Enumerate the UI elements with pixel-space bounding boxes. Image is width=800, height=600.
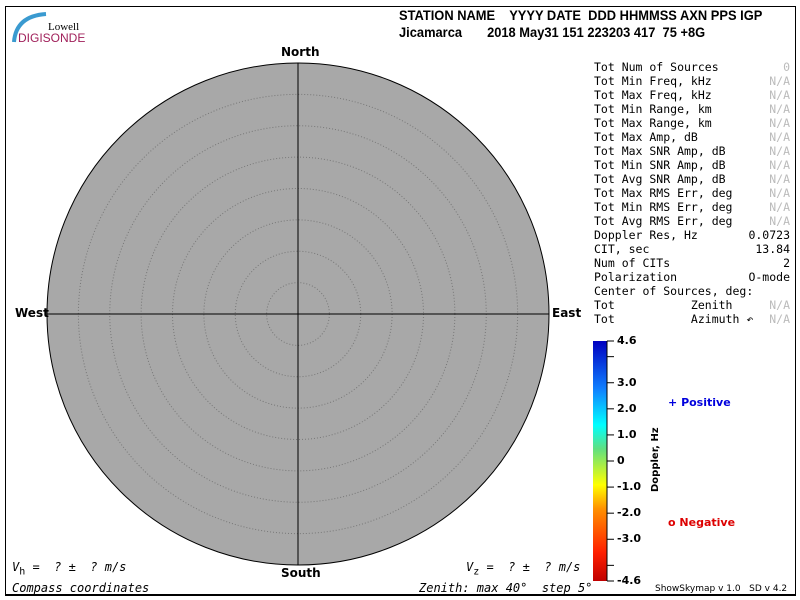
stat-row: Polarization O-mode xyxy=(594,270,790,284)
digisonde-logo xyxy=(12,12,47,43)
coordinate-system: Compass coordinates xyxy=(12,581,150,595)
colorbar-tick-label: -4.6 xyxy=(617,574,642,587)
stat-row: Tot Min Freq, kHz N/A xyxy=(594,74,790,88)
stat-value: N/A xyxy=(769,130,790,144)
vh-subscript: h xyxy=(19,566,26,578)
vz-value: = ? ± ? m/s xyxy=(479,560,581,574)
vz-subscript: z xyxy=(473,566,480,578)
stat-value: N/A xyxy=(769,172,790,186)
stat-label: Tot Max Range, km xyxy=(594,116,712,130)
stat-row: Tot Min RMS Err, deg N/A xyxy=(594,200,790,214)
stat-row: Tot Max Range, km N/A xyxy=(594,116,790,130)
stat-label: Tot Max Amp, dB xyxy=(594,130,698,144)
colorbar-tick-label: 2.0 xyxy=(617,401,637,415)
circle-icon: o xyxy=(668,516,676,529)
colorbar-ticks xyxy=(606,340,614,582)
statistics-panel: Tot Num of Sources 0 Tot Min Freq, kHz N/A T… xyxy=(594,60,790,326)
plus-icon: + xyxy=(668,396,678,409)
stat-value: N/A xyxy=(769,74,790,88)
label-north: North xyxy=(281,45,320,59)
stat-row: Tot Max Freq, kHz N/A xyxy=(594,88,790,102)
zenith-scale: Zenith: max 40° step 5° xyxy=(419,581,593,595)
stat-value: N/A xyxy=(769,298,790,312)
vz-symbol: V xyxy=(466,560,474,574)
vh-value: = ? ± ? m/s xyxy=(25,560,127,574)
stat-row: Tot Max SNR Amp, dB N/A xyxy=(594,144,790,158)
stat-row: Tot Max RMS Err, deg N/A xyxy=(594,186,790,200)
stat-row: Tot Avg SNR Amp, dB N/A xyxy=(594,172,790,186)
legend-negative-label: Negative xyxy=(679,516,736,529)
stat-row: Center of Sources, deg: xyxy=(594,284,790,298)
stat-label: Tot Min Range, km xyxy=(594,102,712,116)
stat-value: N/A xyxy=(769,200,790,214)
stat-label: Tot Min RMS Err, deg xyxy=(594,200,733,214)
stat-label: Center of Sources, deg: xyxy=(594,284,754,298)
stat-value: N/A xyxy=(769,144,790,158)
stat-row: Tot Max Amp, dB N/A xyxy=(594,130,790,144)
colorbar-tick-label: -1.0 xyxy=(617,480,642,494)
colorbar xyxy=(593,341,607,581)
legend-negative: o Negative xyxy=(668,516,735,529)
stat-value: 2 xyxy=(783,256,790,270)
stat-label: Num of CITs xyxy=(594,256,671,270)
stat-value: O-mode xyxy=(748,270,790,284)
stat-label: Tot Max Freq, kHz xyxy=(594,88,712,102)
stat-row: Tot Azimuth ↶ N/A xyxy=(594,312,790,326)
stat-label: Tot Avg SNR Amp, dB xyxy=(594,172,726,186)
label-west: West xyxy=(15,306,49,320)
colorbar-tick-label: 0 xyxy=(617,454,625,467)
stat-row: Tot Zenith N/A xyxy=(594,298,790,312)
plot-frame xyxy=(5,6,796,596)
stat-row: Tot Min Range, km N/A xyxy=(594,102,790,116)
header-labels: STATION NAME YYYY DATE DDD HHMMSS AXN PP… xyxy=(399,7,763,23)
stat-value: N/A xyxy=(769,214,790,228)
colorbar-tick-label: -2.0 xyxy=(617,506,642,520)
colorbar-tick-label: 1.0 xyxy=(617,427,637,441)
stat-row: CIT, sec 13.84 xyxy=(594,242,790,256)
stat-label: Tot Min SNR Amp, dB xyxy=(594,158,726,172)
stat-value: 0.0723 xyxy=(748,228,790,242)
stat-label: Tot Max RMS Err, deg xyxy=(594,186,733,200)
stat-label: Tot Avg RMS Err, deg xyxy=(594,214,733,228)
stat-value: N/A xyxy=(769,116,790,130)
logo-text-digisonde: DIGISONDE xyxy=(18,31,86,45)
horizontal-velocity: Vh = ? ± ? m/s xyxy=(12,560,126,577)
vertical-velocity: Vz = ? ± ? m/s xyxy=(466,560,580,577)
stat-row: Doppler Res, Hz 0.0723 xyxy=(594,228,790,242)
stat-row: Tot Num of Sources 0 xyxy=(594,60,790,74)
stat-value: 0 xyxy=(783,60,790,74)
stat-label: Tot Max SNR Amp, dB xyxy=(594,144,726,158)
colorbar-tick-label: -3.0 xyxy=(617,532,642,546)
stat-label: Tot Zenith xyxy=(594,298,733,312)
stat-label: Tot Num of Sources xyxy=(594,60,719,74)
colorbar-tick-label: 4.6 xyxy=(617,334,637,347)
stat-label: Tot Azimuth ↶ xyxy=(594,312,754,326)
stat-value: N/A xyxy=(769,186,790,200)
legend-positive: + Positive xyxy=(668,396,731,409)
stat-label: Tot Min Freq, kHz xyxy=(594,74,712,88)
stat-value: N/A xyxy=(769,312,790,326)
colorbar-title: Doppler, Hz xyxy=(650,427,661,492)
version-info: ShowSkymap v 1.0 SD v 4.2 xyxy=(655,584,788,594)
logo-text-lowell: Lowell xyxy=(48,21,80,33)
stat-value: N/A xyxy=(769,102,790,116)
stat-row: Tot Avg RMS Err, deg N/A xyxy=(594,214,790,228)
stat-value: 13.84 xyxy=(755,242,790,256)
label-east: East xyxy=(552,306,582,320)
stat-value: N/A xyxy=(769,88,790,102)
stat-value: N/A xyxy=(769,158,790,172)
header-values: Jicamarca 2018 May31 151 223203 417 75 +… xyxy=(399,24,706,40)
legend-positive-label: Positive xyxy=(681,396,731,409)
vh-symbol: V xyxy=(12,560,20,574)
colorbar-tick-label: 3.0 xyxy=(617,375,637,389)
stat-row: Tot Min SNR Amp, dB N/A xyxy=(594,158,790,172)
stat-label: Doppler Res, Hz xyxy=(594,228,698,242)
stat-row: Num of CITs 2 xyxy=(594,256,790,270)
stat-label: CIT, sec xyxy=(594,242,650,256)
stat-label: Polarization xyxy=(594,270,678,284)
label-south: South xyxy=(281,566,321,580)
